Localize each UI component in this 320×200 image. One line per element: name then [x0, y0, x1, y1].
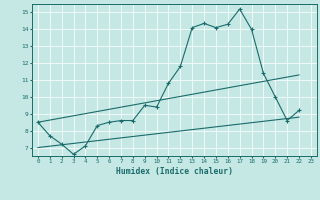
X-axis label: Humidex (Indice chaleur): Humidex (Indice chaleur) — [116, 167, 233, 176]
